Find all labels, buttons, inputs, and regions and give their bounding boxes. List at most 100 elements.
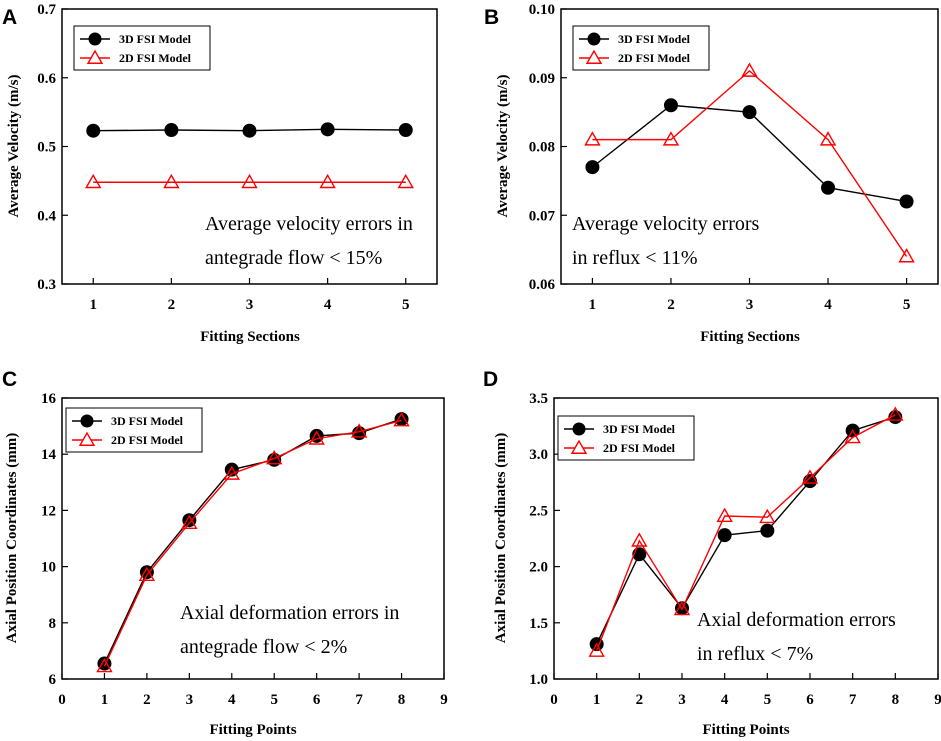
legend-label-3d: 3D FSI Model — [119, 32, 192, 46]
data-point-2d — [138, 566, 156, 581]
data-point-2d — [319, 173, 336, 189]
y-tick-label: 0.09 — [529, 71, 555, 87]
series-line-2d — [103, 419, 402, 667]
data-point-2d — [181, 514, 198, 529]
series-line-3d — [596, 416, 896, 645]
x-tick-label: 3 — [246, 297, 254, 313]
x-tick-label: 2 — [636, 692, 644, 708]
x-axis-label: Fitting Sections — [200, 329, 300, 345]
panel-b: B 0.06 0.07 0.08 0.09 0.10 1 2 3 4 5 Fitting Sectio… — [484, 2, 939, 345]
annotation-text: in reflux < 11% — [572, 247, 698, 269]
y-tick-label: 0.3 — [37, 277, 56, 293]
x-tick-label: 6 — [313, 692, 321, 708]
x-tick-label: 5 — [270, 692, 278, 708]
data-point-2d — [584, 131, 601, 146]
plot-frame — [553, 397, 939, 680]
data-point-3d — [585, 160, 600, 175]
y-tick-label: 16 — [41, 391, 57, 407]
y-tick-label: 0.08 — [529, 140, 555, 156]
data-point-2d — [716, 507, 733, 522]
data-point-2d — [631, 532, 648, 547]
annotation-text: antegrade flow < 2% — [180, 636, 347, 658]
data-point-2d — [266, 450, 283, 465]
data-point-2d — [393, 412, 410, 427]
data-point-2d — [397, 173, 414, 189]
legend-marker-2d — [570, 439, 588, 454]
legend: 3D FSI Model 2D FSI Model — [557, 415, 695, 461]
x-tick-label: 7 — [355, 692, 363, 708]
panel-letter: C — [2, 368, 17, 391]
data-point-2d — [741, 62, 758, 77]
x-tick-label: 1 — [90, 297, 98, 313]
x-tick-label: 5 — [764, 692, 772, 708]
legend: 3D FSI Model 2D FSI Model — [65, 407, 203, 453]
x-tick-label: 1 — [101, 692, 109, 708]
y-tick-label: 10 — [41, 560, 56, 576]
data-point-3d — [139, 565, 154, 580]
x-tick-label: 2 — [143, 692, 151, 708]
y-axis-label: Axial Position Coordinates (mm) — [4, 433, 20, 643]
annotation-text: Average velocity errors in — [205, 213, 413, 235]
x-tick-label: 6 — [806, 692, 814, 708]
legend-marker-3d — [572, 422, 586, 436]
x-tick-label: 4 — [824, 297, 832, 313]
data-point-3d — [309, 428, 324, 443]
y-tick-label: 0.5 — [37, 140, 56, 156]
legend-marker-2d — [585, 49, 603, 64]
data-point-2d — [898, 248, 915, 263]
legend-marker-3d — [80, 414, 94, 428]
data-point-2d — [819, 131, 837, 146]
data-point-3d — [164, 123, 179, 137]
y-tick-label: 2.5 — [529, 503, 548, 519]
data-point-3d — [86, 123, 101, 138]
data-point-2d — [801, 469, 819, 484]
y-tick-label: 1.5 — [529, 616, 548, 632]
data-point-2d — [163, 173, 180, 189]
data-point-3d — [663, 98, 678, 113]
data-point-3d — [821, 180, 836, 195]
series-line-2d — [596, 414, 896, 652]
y-axis-label: Average Velocity (m/s) — [6, 74, 22, 217]
y-tick-label: 3.0 — [529, 447, 548, 463]
panel-letter: A — [2, 6, 17, 29]
data-point-3d — [899, 194, 914, 209]
series-line-3d — [103, 418, 402, 664]
x-tick-label: 4 — [324, 297, 332, 313]
annotation-text: Axial deformation errors in — [180, 602, 399, 624]
x-tick-label: 5 — [903, 297, 911, 313]
x-tick-label: 9 — [440, 692, 448, 708]
y-tick-label: 0.10 — [529, 2, 555, 18]
data-point-2d — [241, 173, 258, 189]
legend-label-3d: 3D FSI Model — [111, 414, 184, 428]
data-point-2d — [96, 657, 113, 673]
data-point-3d — [320, 122, 335, 137]
y-tick-label: 12 — [41, 503, 56, 519]
x-tick-label: 0 — [58, 692, 66, 708]
annotation-text: in reflux < 7% — [697, 643, 813, 665]
series-line-2d — [592, 69, 908, 257]
data-point-2d — [588, 642, 605, 657]
legend-marker-3d — [587, 32, 601, 46]
data-point-2d — [350, 423, 368, 438]
data-point-2d — [759, 508, 776, 524]
data-point-3d — [742, 105, 757, 120]
data-point-2d — [662, 131, 680, 146]
x-tick-label: 8 — [892, 692, 900, 708]
legend-marker-2d — [78, 431, 96, 446]
y-axis-label: Average Velocity (m/s) — [495, 74, 511, 217]
legend-label-2d: 2D FSI Model — [603, 441, 676, 455]
data-point-2d — [85, 173, 102, 189]
annotation-text: Average velocity errors — [572, 213, 760, 235]
legend: 3D FSI Model 2D FSI Model — [572, 25, 710, 71]
legend-label-2d: 2D FSI Model — [618, 51, 691, 65]
data-point-2d — [844, 428, 861, 444]
x-tick-label: 4 — [228, 692, 236, 708]
y-tick-label: 8 — [49, 616, 57, 632]
x-tick-label: 1 — [589, 297, 597, 313]
x-axis-label: Fitting Points — [209, 722, 296, 738]
plot-frame — [61, 397, 445, 680]
legend-marker-2d — [86, 49, 104, 64]
x-tick-label: 4 — [721, 692, 729, 708]
